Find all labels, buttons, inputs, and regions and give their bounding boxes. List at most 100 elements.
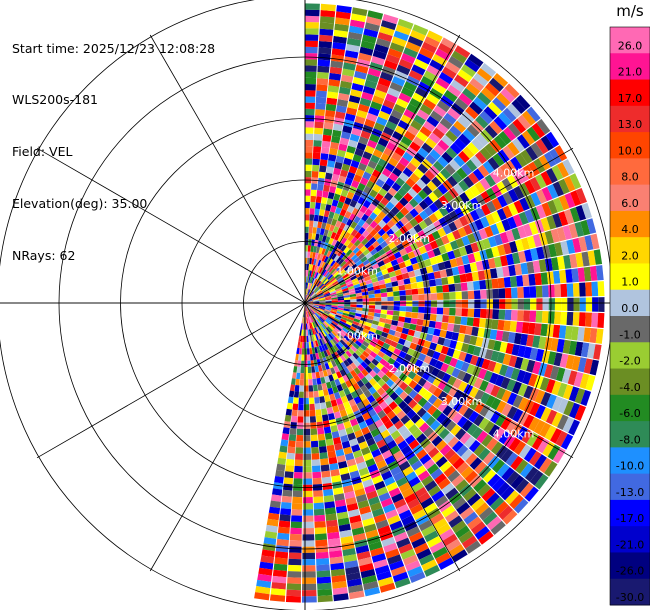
range-gate [495, 330, 504, 341]
range-gate [340, 283, 347, 288]
range-gate [365, 225, 374, 234]
range-gate [339, 331, 346, 338]
range-gate [374, 293, 382, 298]
range-gate [316, 90, 327, 98]
range-gate [311, 459, 321, 466]
range-gate [378, 173, 389, 183]
range-gate [323, 389, 329, 396]
range-gate [413, 58, 429, 70]
range-gate [312, 321, 316, 328]
range-gate [367, 315, 374, 320]
range-gate [314, 327, 319, 334]
range-gate [374, 89, 387, 99]
range-gate [507, 141, 520, 156]
range-gate [331, 360, 337, 368]
range-gate [354, 70, 367, 80]
range-gate [372, 366, 381, 375]
range-gate [350, 263, 358, 270]
range-gate [341, 216, 349, 225]
range-gate [445, 147, 458, 159]
range-gate [554, 284, 562, 298]
range-gate [473, 479, 487, 493]
range-gate [383, 147, 394, 157]
range-gate [271, 582, 286, 590]
range-gate [325, 327, 332, 334]
range-gate [305, 323, 308, 330]
range-gate [375, 271, 383, 278]
range-gate [323, 489, 334, 497]
range-gate [303, 305, 305, 312]
range-gate [274, 476, 284, 484]
range-gate [453, 183, 464, 195]
range-gate [350, 362, 357, 370]
range-gate [315, 551, 329, 559]
range-gate [510, 310, 518, 321]
range-gate [311, 233, 316, 240]
range-gate [335, 287, 342, 292]
range-gate [453, 274, 461, 284]
range-gate [316, 377, 322, 385]
range-gate [529, 347, 539, 361]
range-gate [351, 180, 360, 189]
range-gate [428, 191, 439, 203]
range-gate [336, 384, 344, 392]
range-gate [363, 325, 371, 331]
range-gate [310, 308, 316, 314]
range-gate [354, 539, 368, 548]
range-gate [321, 146, 330, 154]
range-gate [352, 280, 360, 286]
range-gate [439, 528, 455, 541]
range-gate [392, 130, 404, 141]
range-gate [362, 350, 370, 358]
range-gate [395, 326, 404, 333]
range-gate [314, 347, 318, 354]
range-gate [332, 581, 347, 589]
range-gate [485, 395, 496, 408]
range-gate [398, 338, 406, 346]
range-gate [329, 556, 344, 565]
range-gate [363, 358, 372, 366]
range-gate [356, 325, 364, 332]
range-gate [330, 60, 344, 69]
range-gate [302, 335, 305, 343]
range-gate [553, 197, 564, 213]
range-gate [306, 329, 309, 336]
range-gate [365, 233, 374, 241]
range-gate [489, 170, 502, 184]
range-gate [310, 322, 314, 329]
range-gate [306, 335, 309, 343]
range-gate [459, 192, 470, 204]
range-gate [431, 490, 445, 502]
range-gate [524, 209, 535, 223]
range-gate [331, 353, 337, 360]
range-gate [315, 409, 322, 417]
range-gate [436, 292, 444, 300]
range-gate [412, 509, 427, 521]
range-gate [413, 542, 429, 555]
range-gate [448, 55, 464, 69]
range-gate [321, 470, 331, 478]
range-gate [350, 521, 363, 530]
range-gate [333, 35, 347, 44]
range-gate [577, 267, 586, 282]
range-gate [499, 299, 506, 309]
range-gate [466, 124, 480, 138]
range-gate [305, 220, 310, 227]
range-gate [372, 49, 387, 60]
range-gate [473, 280, 481, 290]
range-gate [403, 192, 413, 203]
range-gate [333, 336, 340, 343]
range-gate [376, 486, 389, 497]
range-gate [348, 288, 356, 293]
range-gate [343, 246, 350, 254]
range-gate [310, 315, 315, 322]
range-gate [453, 120, 467, 133]
range-gate [322, 216, 329, 224]
range-gate [313, 334, 317, 341]
range-gate [456, 370, 467, 381]
range-gate [317, 427, 325, 435]
range-gate [356, 461, 367, 471]
range-gate [327, 274, 334, 280]
range-gate [501, 177, 513, 192]
range-gate [368, 362, 376, 370]
